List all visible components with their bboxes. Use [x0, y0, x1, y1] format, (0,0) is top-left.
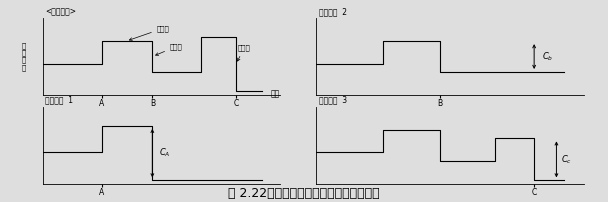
- Text: 電流減: 電流減: [237, 45, 250, 61]
- Text: 電流増: 電流増: [130, 25, 170, 40]
- Text: 計算手順  1: 計算手順 1: [45, 96, 73, 105]
- Text: 変
動
電
流: 変 動 電 流: [21, 43, 26, 70]
- Text: $C_c$: $C_c$: [561, 153, 572, 166]
- Text: 節流減: 節流減: [156, 43, 182, 55]
- Text: 計算手順  2: 計算手順 2: [319, 7, 347, 16]
- Text: 時間: 時間: [271, 90, 280, 99]
- Text: <負荷特性>: <負荷特性>: [45, 7, 76, 16]
- Text: 計算手順  3: 計算手順 3: [319, 96, 347, 105]
- Text: $C_A$: $C_A$: [159, 147, 170, 159]
- Text: 図 2.22　定格放電率換算容量の計算手順: 図 2.22 定格放電率換算容量の計算手順: [228, 187, 380, 200]
- Text: $C_b$: $C_b$: [542, 50, 553, 63]
